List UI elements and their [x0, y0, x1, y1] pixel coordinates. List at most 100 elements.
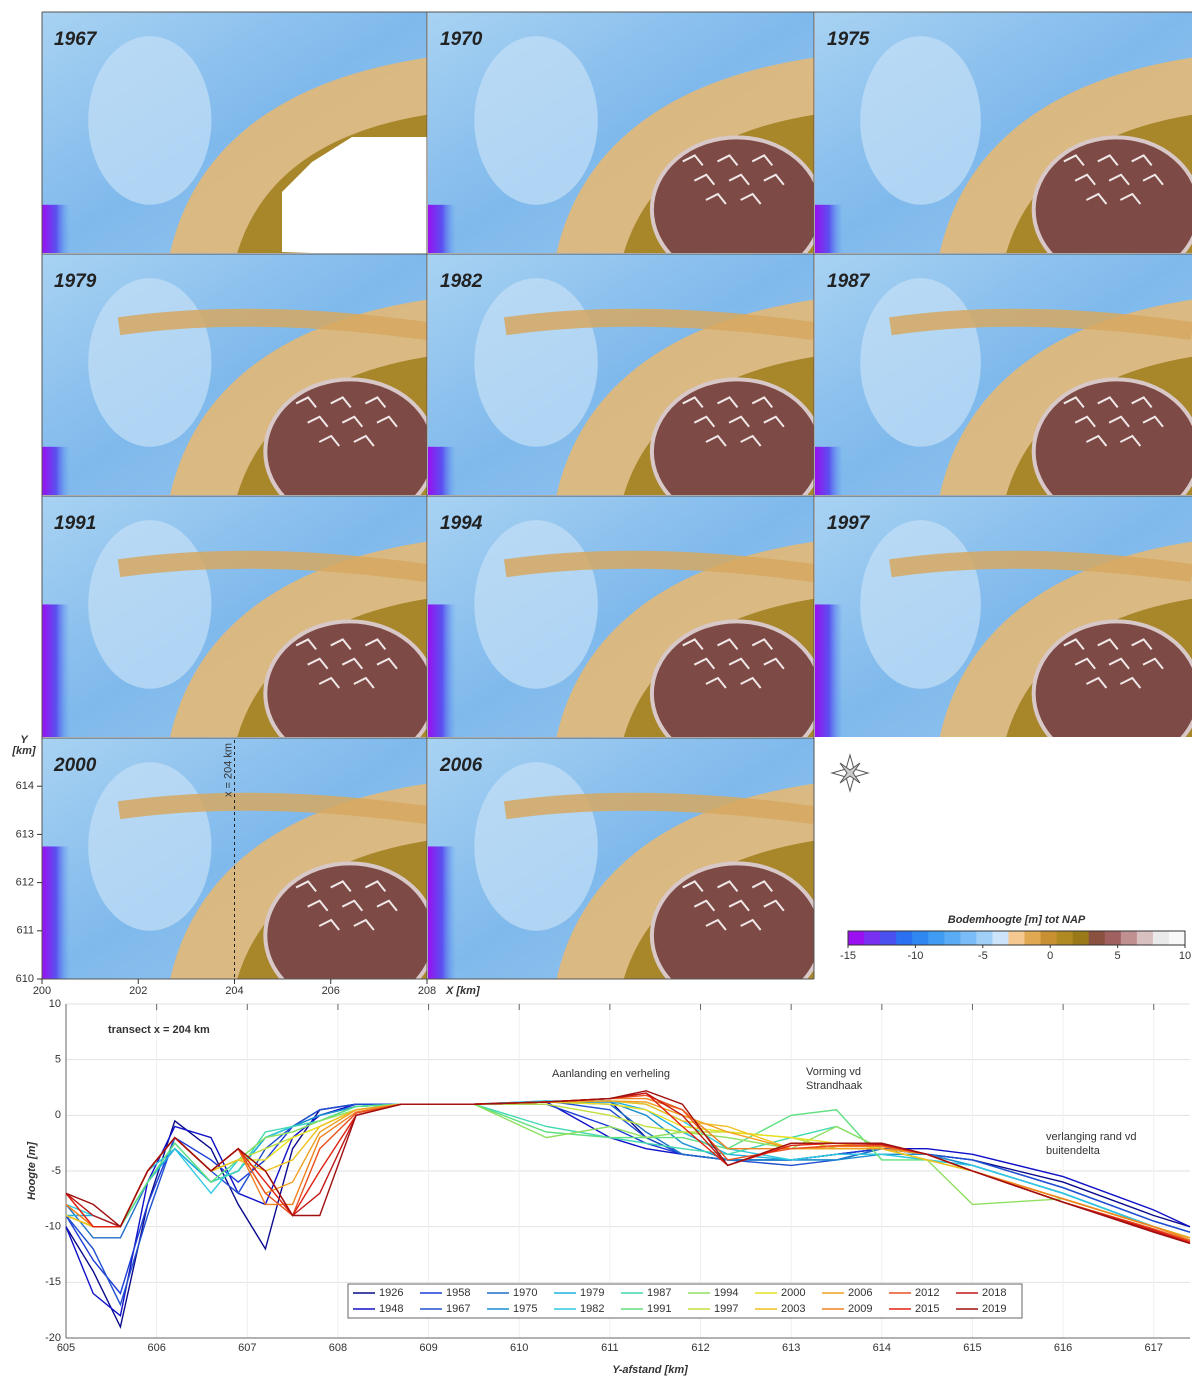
legend-label: 2003 — [781, 1303, 805, 1315]
colorbar-swatch — [976, 931, 993, 945]
panel-label: 1979 — [54, 271, 97, 292]
map-x-tick-label: 208 — [418, 985, 436, 997]
legend-label: 1948 — [379, 1303, 403, 1315]
colorbar-swatch — [960, 931, 977, 945]
compass — [832, 755, 868, 791]
legend-label: 2019 — [982, 1303, 1006, 1315]
map-y-tick-label: 612 — [16, 877, 34, 889]
map-panel — [428, 738, 824, 1087]
y-tick-label: 5 — [55, 1054, 61, 1066]
panel-label: 1991 — [54, 513, 96, 534]
legend-label: 1967 — [446, 1303, 470, 1315]
colorbar-swatch — [928, 931, 945, 945]
colorbar-tick-label: -5 — [978, 950, 988, 962]
colorbar-swatch — [896, 931, 913, 945]
panel-label: 1997 — [827, 513, 871, 534]
x-tick-label: 615 — [963, 1342, 981, 1354]
colorbar-swatch — [864, 931, 881, 945]
panel-label: 2006 — [439, 755, 483, 776]
shoal-light — [860, 36, 981, 205]
annotation: Aanlanding en verheling — [552, 1068, 670, 1080]
colorbar-tick-label: -10 — [907, 950, 923, 962]
map-x-tick-label: 202 — [129, 985, 147, 997]
shoal-light — [860, 278, 981, 447]
transect-label: x = 204 km — [222, 743, 234, 797]
legend-label: 1991 — [647, 1303, 671, 1315]
colorbar-swatch — [1153, 931, 1170, 945]
panel-label: 1994 — [440, 513, 483, 534]
map-y-tick-label: 613 — [16, 828, 34, 840]
colorbar-swatch — [1105, 931, 1122, 945]
legend-label: 1987 — [647, 1287, 671, 1299]
colorbar-tick-label: 0 — [1047, 950, 1053, 962]
x-tick-label: 612 — [691, 1342, 709, 1354]
map-x-tick-label: 200 — [33, 985, 51, 997]
panel-label: 1982 — [440, 271, 483, 292]
page: 1967197019751979198219871991199419972000… — [0, 0, 1192, 1378]
legend-label: 2006 — [848, 1287, 872, 1299]
colorbar-swatch — [1041, 931, 1058, 945]
map-y-tick-label: 610 — [16, 973, 34, 985]
legend-label: 2000 — [781, 1287, 805, 1299]
x-tick-label: 611 — [601, 1342, 619, 1354]
annotation: Strandhaak — [806, 1080, 863, 1092]
colorbar-swatch — [944, 931, 961, 945]
x-tick-label: 613 — [782, 1342, 800, 1354]
map-y-tick-label: 614 — [16, 780, 34, 792]
colorbar-swatch — [1073, 931, 1090, 945]
annotation: verlanging rand vd — [1046, 1131, 1137, 1143]
shoal-light — [474, 762, 598, 931]
series-line — [66, 1102, 1190, 1238]
colorbar-swatch — [912, 931, 929, 945]
colorbar-swatch — [1057, 931, 1074, 945]
map-x-tick-label: 204 — [225, 985, 243, 997]
colorbar-swatch — [848, 931, 865, 945]
shoal-light — [474, 278, 598, 447]
shoal-light — [88, 36, 211, 205]
figure: 1967197019751979198219871991199419972000… — [0, 0, 1192, 1378]
annotation: Vorming vd — [806, 1066, 861, 1078]
x-tick-label: 608 — [329, 1342, 347, 1354]
colorbar-swatch — [1025, 931, 1042, 945]
colorbar-swatch — [1089, 931, 1106, 945]
legend-label: 2018 — [982, 1287, 1006, 1299]
legend-label: 1979 — [580, 1287, 604, 1299]
series-line — [66, 1102, 1190, 1238]
legend-label: 1926 — [379, 1287, 403, 1299]
panel-label: 2000 — [53, 755, 97, 776]
colorbar-swatch — [992, 931, 1009, 945]
map-panel — [815, 496, 1192, 845]
y-tick-label: -5 — [51, 1165, 61, 1177]
map-x-tick-label: 206 — [322, 985, 340, 997]
deep-channel — [428, 846, 456, 1087]
map-y-label: [km] — [11, 745, 36, 757]
map-panel — [42, 738, 437, 1087]
map-x-label: X [km] — [445, 985, 480, 997]
colorbar-swatch — [880, 931, 897, 945]
x-tick-label: 610 — [510, 1342, 528, 1354]
x-tick-label: 606 — [147, 1342, 165, 1354]
y-axis-label: Hoogte [m] — [26, 1142, 38, 1200]
shoal-light — [88, 762, 211, 931]
series-line — [66, 1102, 1190, 1238]
legend-label: 1958 — [446, 1287, 470, 1299]
shoal-light — [88, 278, 211, 447]
legend-label: 1982 — [580, 1303, 604, 1315]
colorbar-tick-label: -15 — [840, 950, 856, 962]
island — [652, 863, 822, 1008]
shoal-light — [88, 520, 211, 689]
x-tick-label: 614 — [873, 1342, 891, 1354]
colorbar-swatch — [1169, 931, 1186, 945]
panel-label: 1987 — [827, 271, 871, 292]
legend-label: 1975 — [513, 1303, 537, 1315]
y-tick-label: 10 — [49, 998, 61, 1010]
y-tick-label: 0 — [55, 1109, 61, 1121]
colorbar-swatch — [1121, 931, 1138, 945]
shoal-light — [474, 520, 598, 689]
y-tick-label: -15 — [45, 1276, 61, 1288]
legend-label: 2012 — [915, 1287, 939, 1299]
x-tick-label: 609 — [419, 1342, 437, 1354]
legend-label: 1994 — [714, 1287, 738, 1299]
legend: 1926194819581967197019751979198219871991… — [348, 1284, 1022, 1318]
colorbar-tick-label: 10 — [1179, 950, 1191, 962]
